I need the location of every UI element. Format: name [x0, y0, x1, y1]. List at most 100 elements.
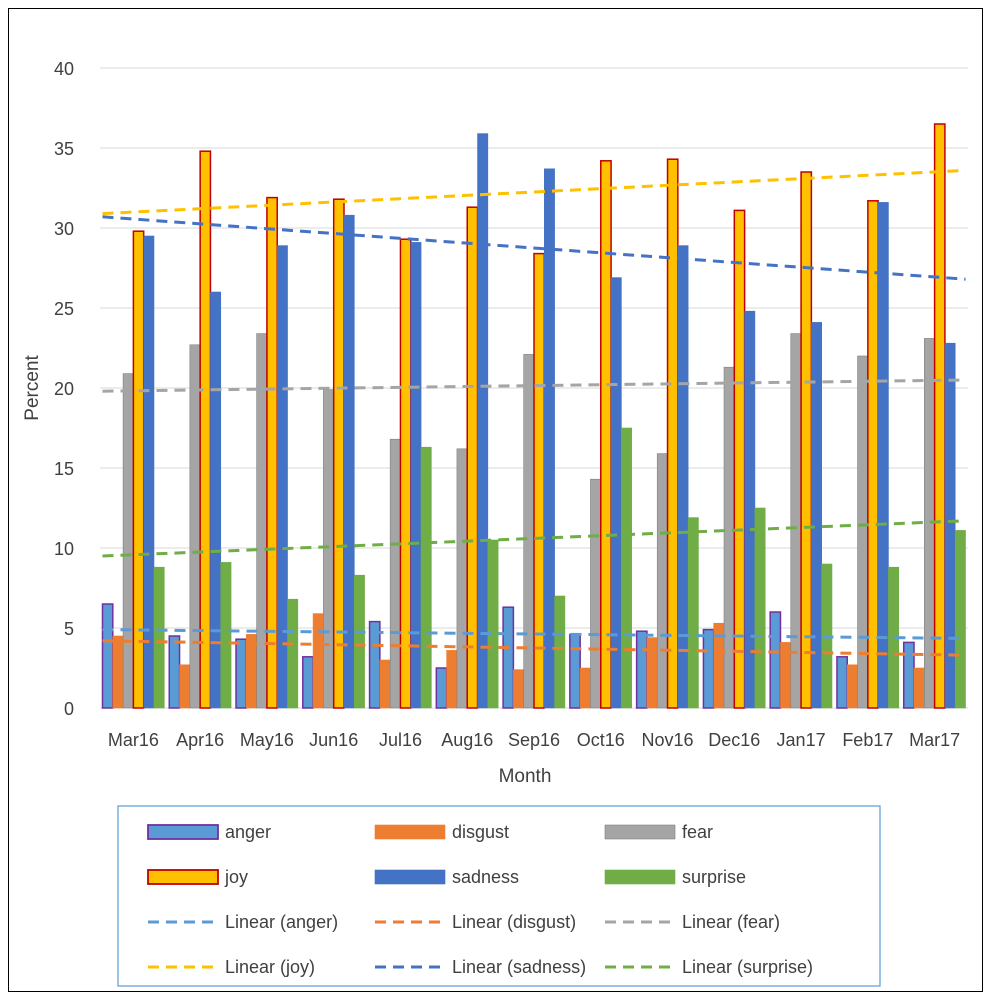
- legend-swatch-disgust: [374, 824, 446, 840]
- x-tick-label: Jan17: [777, 730, 826, 750]
- bar-joy: [733, 209, 746, 709]
- bar-surprise: [954, 530, 966, 709]
- legend-swatch-anger: [147, 824, 219, 840]
- bar-disgust: [513, 669, 525, 709]
- bar-surprise: [554, 595, 566, 709]
- bar-anger: [769, 611, 782, 709]
- bar-sadness: [143, 235, 155, 709]
- legend: anger disgust fear joy sadness surprise Linear…: [117, 805, 881, 987]
- legend-label: Linear (joy): [225, 957, 315, 977]
- bar-anger: [635, 630, 648, 709]
- bar-anger: [101, 603, 114, 709]
- bar-fear: [857, 355, 869, 709]
- bar-fear: [523, 354, 535, 709]
- bar-disgust: [179, 664, 191, 709]
- x-tick-label: Jun16: [309, 730, 358, 750]
- bar-fear: [122, 373, 134, 709]
- bar-sadness: [811, 322, 822, 709]
- bar-anger: [435, 667, 448, 709]
- y-axis: 0 5 10 15 20 25 30 35 40: [54, 59, 74, 719]
- bar-anger: [302, 656, 314, 709]
- bar-surprise: [287, 598, 299, 709]
- bar-anger: [836, 656, 848, 709]
- bar-sadness: [610, 277, 622, 709]
- bar-disgust: [646, 637, 658, 709]
- legend-swatch-surprise: [604, 869, 676, 885]
- bar-fear: [656, 453, 668, 709]
- legend-label: Linear (fear): [682, 912, 780, 932]
- bar-sadness: [944, 342, 956, 709]
- bar-disgust: [579, 667, 591, 709]
- bar-sadness: [276, 245, 288, 709]
- legend-swatch-joy: [147, 869, 219, 885]
- y-axis-title: Percent: [22, 355, 43, 421]
- bar-fear: [590, 478, 602, 709]
- x-tick-label: May16: [240, 730, 294, 750]
- bar-disgust: [246, 634, 257, 709]
- bar-joy: [132, 230, 145, 709]
- legend-box: [117, 805, 881, 987]
- bar-surprise: [621, 427, 632, 709]
- bar-sadness: [343, 214, 355, 709]
- bar-sadness: [543, 168, 555, 709]
- bar-sadness: [210, 291, 222, 709]
- y-tick-label: 25: [54, 299, 74, 319]
- bar-anger: [902, 641, 915, 709]
- x-tick-label: Sep16: [508, 730, 560, 750]
- y-tick-label: 35: [54, 139, 74, 159]
- legend-label: fear: [682, 822, 713, 842]
- x-tick-label: Mar16: [108, 730, 159, 750]
- bar-joy: [533, 252, 546, 709]
- bar-disgust: [112, 635, 124, 709]
- trendlines: [102, 168, 966, 657]
- y-tick-label: 30: [54, 219, 74, 239]
- y-tick-label: 20: [54, 379, 74, 399]
- bar-sadness: [677, 245, 689, 709]
- trendline-joy: [102, 168, 966, 216]
- bar-joy: [867, 200, 879, 709]
- bar-fear: [456, 448, 468, 709]
- bar-anger: [168, 635, 181, 709]
- bar-disgust: [913, 667, 925, 709]
- x-tick-label: Aug16: [441, 730, 493, 750]
- bar-anger: [368, 620, 381, 709]
- bar-disgust: [846, 664, 858, 709]
- bar-joy: [800, 171, 813, 709]
- bar-surprise: [754, 507, 766, 709]
- legend-swatch-fear: [604, 824, 676, 840]
- bar-fear: [189, 344, 201, 709]
- y-tick-label: 40: [54, 59, 74, 79]
- bar-anger: [235, 638, 248, 709]
- x-tick-label: Feb17: [842, 730, 893, 750]
- legend-label: Linear (anger): [225, 912, 338, 932]
- bar-surprise: [420, 446, 432, 709]
- legend-label: sadness: [452, 867, 519, 887]
- x-tick-label: Dec16: [708, 730, 760, 750]
- bar-anger: [702, 628, 715, 709]
- bar-joy: [933, 123, 946, 709]
- x-tick-label: Apr16: [176, 730, 224, 750]
- y-tick-label: 15: [54, 459, 74, 479]
- bar-sadness: [477, 133, 489, 709]
- legend-label: Linear (surprise): [682, 957, 813, 977]
- x-axis-title: Month: [499, 766, 552, 787]
- legend-label: disgust: [452, 822, 509, 842]
- legend-label: Linear (disgust): [452, 912, 576, 932]
- legend-label: joy: [224, 867, 248, 887]
- bar-disgust: [312, 613, 324, 709]
- bar-joy: [199, 150, 212, 709]
- legend-label: Linear (sadness): [452, 957, 586, 977]
- legend-label: surprise: [682, 867, 746, 887]
- x-tick-label: Oct16: [577, 730, 625, 750]
- bar-fear: [389, 438, 401, 709]
- bar-sadness: [744, 310, 756, 709]
- bar-joy: [666, 158, 679, 709]
- bar-surprise: [153, 566, 165, 709]
- bar-surprise: [220, 562, 232, 709]
- bar-disgust: [446, 650, 458, 709]
- x-tick-label: Jul16: [379, 730, 422, 750]
- bar-surprise: [487, 539, 499, 709]
- bar-fear: [723, 366, 735, 709]
- bar-surprise: [687, 517, 699, 709]
